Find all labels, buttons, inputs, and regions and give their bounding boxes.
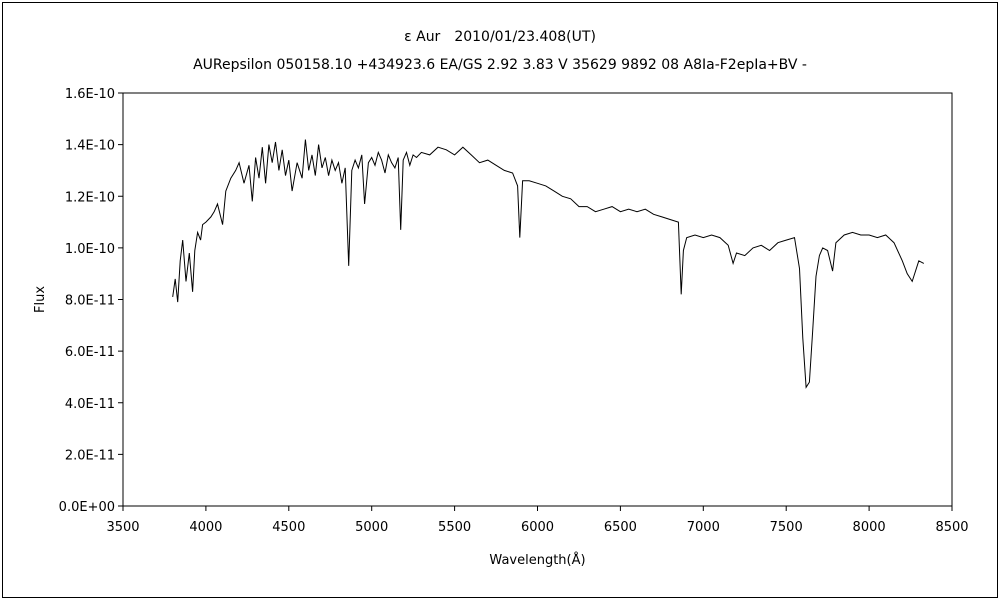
y-tick-label: 1.2E-10	[65, 190, 115, 205]
y-tick-label: 0.0E+00	[59, 500, 115, 515]
spectrum-line	[172, 139, 925, 389]
x-tick-label: 5000	[355, 520, 388, 535]
x-axis-label: Wavelength(Å)	[489, 552, 585, 568]
y-tick-label: 4.0E-11	[65, 397, 115, 412]
y-tick-label: 1.4E-10	[65, 139, 115, 154]
plot-area	[122, 92, 953, 507]
x-tick-label: 7000	[687, 520, 720, 535]
y-tick-label: 6.0E-11	[65, 345, 115, 360]
y-tick-label: 8.0E-11	[65, 294, 115, 309]
chart-subtitle: AURepsilon 050158.10 +434923.6 EA/GS 2.9…	[193, 57, 807, 73]
x-tick-label: 7500	[770, 520, 803, 535]
x-axis-ticks: 3500 4000 4500 5000 5500 6000 6500 7000 7500 8000…	[106, 506, 969, 535]
x-tick-label: 4500	[272, 520, 305, 535]
x-tick-label: 4000	[189, 520, 222, 535]
y-axis-ticks: 0.0E+00 2.0E-11 4.0E-11 6.0E-11 8.0E-11 1.0E-…	[59, 87, 123, 515]
y-tick-label: 1.6E-10	[65, 87, 115, 102]
y-axis-label: Flux	[33, 286, 48, 313]
x-tick-label: 6500	[604, 520, 637, 535]
x-tick-label: 8000	[853, 520, 886, 535]
x-tick-label: 5500	[438, 520, 471, 535]
y-tick-label: 1.0E-10	[65, 242, 115, 257]
x-tick-label: 8500	[935, 520, 968, 535]
x-tick-label: 3500	[106, 520, 139, 535]
chart-title: ε Aur 2010/01/23.408(UT)	[404, 29, 596, 45]
y-tick-label: 2.0E-11	[65, 448, 115, 463]
x-tick-label: 6000	[521, 520, 554, 535]
